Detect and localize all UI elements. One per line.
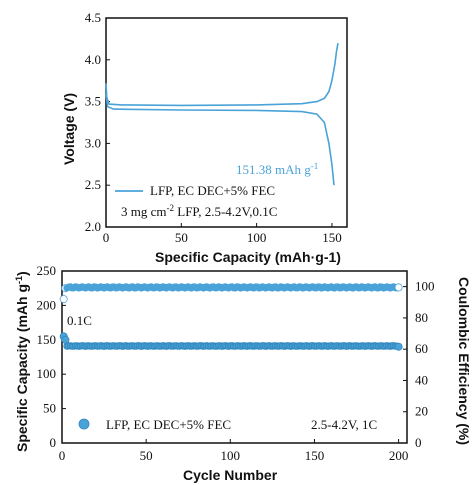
top-y-tick-label: 4.0	[85, 52, 101, 67]
efficiency-point	[394, 283, 403, 292]
bottom-left-axis-label: Specific Capacity (mAh g-1)	[14, 271, 30, 452]
efficiency-point	[59, 295, 68, 304]
bottom-right-tick-label: 20	[415, 404, 428, 419]
top-plot-frame	[105, 17, 348, 228]
bottom-right-tick-label: 80	[415, 310, 428, 325]
top-x-tick-label: 50	[175, 230, 188, 245]
bottom-left-tick-label: 50	[43, 401, 56, 416]
bottom-right-axis-label: Coulombic Efficiency (%)	[456, 277, 472, 445]
top-condition-note: 3 mg cm-2 LFP, 2.5-4.2V,0.1C	[121, 203, 277, 219]
bottom-legend-marker	[78, 418, 90, 430]
bottom-left-tick-label: 100	[37, 366, 57, 381]
bottom-x-tick-label: 200	[389, 448, 409, 463]
top-series	[105, 42, 339, 186]
bottom-left-tick-label: 200	[37, 297, 57, 312]
bottom-x-tick-label: 50	[140, 448, 153, 463]
voltage-profile-chart: 0 50 100 150 2.0 2.5 3.0 3.5 4.0 4.5 Specific Cap…	[61, 10, 348, 265]
top-y-tick-label: 3.0	[85, 135, 101, 150]
bottom-left-tick-label: 250	[37, 263, 57, 278]
bottom-x-tick-label: 150	[305, 448, 325, 463]
top-x-tick-label: 100	[247, 230, 267, 245]
capacity-annotation: 151.38 mAh g-1	[236, 161, 318, 177]
top-y-tick-label: 4.5	[85, 10, 101, 25]
bottom-right-tick-label: 0	[415, 435, 422, 450]
bottom-left-tick-label: 150	[37, 332, 57, 347]
bottom-ticks: 0 50 100 150 200 0 50 100 150 200 250 0 20 40 60 80 100	[37, 263, 435, 463]
top-y-tick-label: 3.5	[85, 94, 101, 109]
bottom-series	[59, 283, 403, 351]
top-y-tick-label: 2.5	[85, 177, 101, 192]
top-y-tick-label: 2.0	[85, 219, 101, 234]
top-legend-label: LFP, EC DEC+5% FEC	[150, 183, 275, 198]
top-ticks: 0 50 100 150 2.0 2.5 3.0 3.5 4.0 4.5	[85, 10, 342, 245]
bottom-condition-note: 2.5-4.2V, 1C	[311, 417, 377, 432]
charge-curve	[105, 42, 339, 107]
top-y-axis-label: Voltage (V)	[61, 93, 77, 165]
bottom-left-tick-label: 0	[50, 435, 57, 450]
cycling-chart: 0 50 100 150 200050100150200250020406080100 …	[14, 263, 472, 483]
top-x-axis-label: Specific Capacity (mAh·g-1)	[155, 249, 341, 265]
bottom-right-tick-label: 100	[415, 279, 435, 294]
capacity-point	[61, 335, 70, 344]
bottom-x-axis-label: Cycle Number	[183, 467, 278, 483]
discharge-curve	[105, 93, 335, 186]
bottom-legend-label: LFP, EC DEC+5% FEC	[106, 417, 231, 432]
bottom-right-tick-label: 60	[415, 341, 428, 356]
rate-annotation: 0.1C	[67, 313, 92, 328]
bottom-right-tick-label: 40	[415, 372, 428, 387]
bottom-x-tick-label: 0	[59, 448, 66, 463]
top-x-tick-label: 0	[103, 230, 110, 245]
top-x-tick-label: 150	[322, 230, 342, 245]
bottom-plot-frame	[61, 270, 408, 444]
bottom-x-tick-label: 100	[221, 448, 241, 463]
capacity-point	[394, 342, 403, 351]
